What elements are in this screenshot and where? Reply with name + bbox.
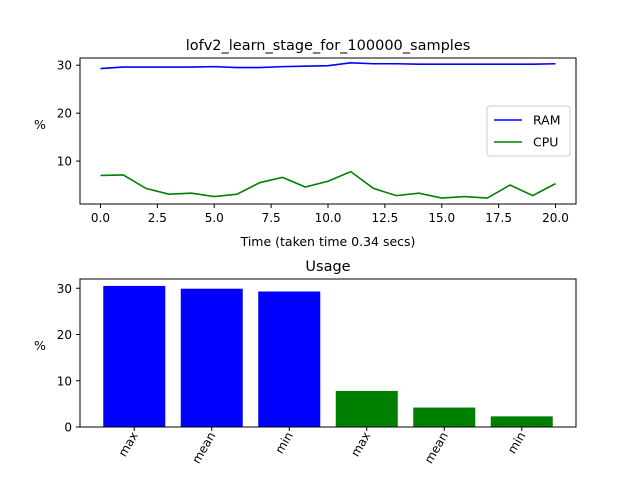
x-tick-label-min: min (505, 430, 528, 457)
series-line-cpu (100, 170, 556, 199)
line-chart-ticks: 0.0 2.5 5.0 7.5 10.0 12.5 15.0 17.5 20.0 10 20 30 (57, 59, 569, 225)
y-tick-label: 20 (57, 328, 72, 342)
y-tick-label: 30 (57, 282, 72, 296)
legend-box (486, 105, 571, 157)
series-line-ram (100, 61, 556, 70)
bar-chart-frame (79, 278, 577, 428)
x-tick-label-mean: mean (422, 430, 451, 466)
x-tick-label: 0.0 (91, 211, 110, 225)
y-tick-label: 10 (57, 374, 72, 388)
bar-chart-title: Usage (305, 259, 350, 275)
x-tick-label: 2.5 (148, 211, 167, 225)
x-tick-label: 12.5 (372, 211, 399, 225)
bar-mean (413, 407, 476, 427)
bar-chart-ylabel: % (34, 338, 46, 353)
bar-min (258, 291, 321, 427)
x-tick-label: 7.5 (262, 211, 281, 225)
x-tick-label: 20.0 (542, 211, 569, 225)
bar-min (490, 416, 553, 427)
line-chart-series (100, 61, 556, 199)
y-tick-label: 20 (57, 107, 72, 121)
x-tick-label-mean: mean (189, 430, 218, 466)
line-chart-frame (79, 57, 577, 205)
x-tick-label-max: max (348, 430, 373, 460)
line-chart-title: lofv2_learn_stage_for_100000_samples (186, 38, 471, 54)
bar-max (103, 285, 166, 427)
x-tick-label: 15.0 (428, 211, 455, 225)
x-tick-label: 5.0 (205, 211, 224, 225)
bar-mean (180, 288, 243, 427)
x-tick-label-min: min (272, 430, 295, 457)
line-chart-legend: RAM CPU (486, 105, 571, 157)
line-chart-ylabel: % (34, 117, 46, 132)
x-tick-label: 10.0 (315, 211, 342, 225)
bar-chart: Usage % max mean min max mean min 0 10 20 30 (34, 259, 577, 466)
x-tick-label-max: max (116, 430, 141, 460)
x-tick-label: 17.5 (485, 211, 512, 225)
bar-chart-bars (103, 285, 553, 427)
legend-label-cpu: CPU (533, 135, 558, 150)
line-chart: lofv2_learn_stage_for_100000_samples Tim… (34, 38, 577, 249)
y-tick-label: 30 (57, 59, 72, 73)
y-tick-label: 10 (57, 155, 72, 169)
legend-label-ram: RAM (533, 113, 561, 128)
line-chart-xlabel: Time (taken time 0.34 secs) (240, 234, 416, 249)
bar-max (335, 390, 398, 427)
y-tick-label: 0 (64, 421, 72, 435)
